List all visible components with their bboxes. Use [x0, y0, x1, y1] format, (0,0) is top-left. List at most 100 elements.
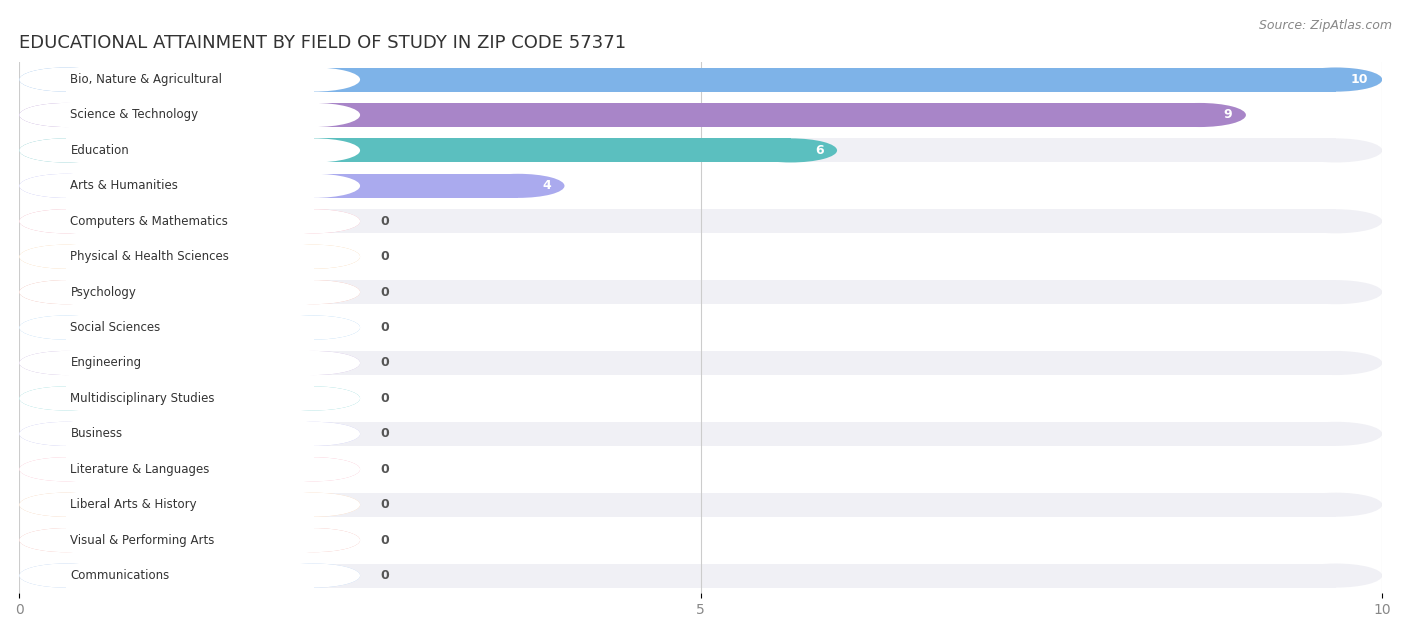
- Circle shape: [267, 386, 360, 410]
- Bar: [66, 351, 314, 375]
- Text: Liberal Arts & History: Liberal Arts & History: [70, 498, 197, 511]
- Circle shape: [20, 138, 112, 162]
- Text: 0: 0: [381, 286, 389, 299]
- Circle shape: [267, 68, 360, 92]
- Bar: [66, 528, 1336, 552]
- Circle shape: [20, 209, 112, 233]
- Circle shape: [267, 174, 360, 198]
- Bar: [66, 280, 314, 304]
- Circle shape: [267, 209, 360, 233]
- Circle shape: [20, 245, 112, 269]
- Bar: [66, 280, 1336, 304]
- Circle shape: [20, 351, 112, 375]
- Text: Visual & Performing Arts: Visual & Performing Arts: [70, 533, 215, 547]
- Circle shape: [20, 422, 112, 446]
- Circle shape: [20, 351, 112, 375]
- Circle shape: [20, 422, 112, 446]
- Text: 0: 0: [381, 498, 389, 511]
- Circle shape: [267, 315, 360, 339]
- Circle shape: [20, 351, 112, 375]
- Circle shape: [1153, 103, 1246, 127]
- Circle shape: [20, 564, 112, 588]
- Text: Education: Education: [70, 144, 129, 157]
- Bar: [66, 422, 314, 446]
- Circle shape: [1289, 564, 1382, 588]
- Text: Literature & Languages: Literature & Languages: [70, 463, 209, 476]
- Bar: [66, 493, 1336, 517]
- Circle shape: [267, 528, 360, 552]
- Text: 0: 0: [381, 250, 389, 263]
- Text: EDUCATIONAL ATTAINMENT BY FIELD OF STUDY IN ZIP CODE 57371: EDUCATIONAL ATTAINMENT BY FIELD OF STUDY…: [20, 34, 627, 52]
- Circle shape: [1289, 422, 1382, 446]
- Bar: [66, 103, 314, 127]
- Circle shape: [20, 280, 112, 304]
- Circle shape: [20, 138, 112, 162]
- Circle shape: [20, 103, 112, 127]
- Bar: [66, 457, 1336, 482]
- Circle shape: [267, 422, 360, 446]
- Circle shape: [20, 315, 112, 339]
- Circle shape: [267, 564, 360, 588]
- Circle shape: [267, 138, 360, 162]
- Circle shape: [1289, 209, 1382, 233]
- Circle shape: [20, 103, 112, 127]
- Circle shape: [20, 493, 112, 517]
- Text: 0: 0: [381, 427, 389, 441]
- Bar: [66, 457, 314, 482]
- Circle shape: [267, 351, 360, 375]
- Circle shape: [20, 422, 112, 446]
- Circle shape: [267, 209, 360, 233]
- Text: Arts & Humanities: Arts & Humanities: [70, 179, 179, 192]
- Text: Bio, Nature & Agricultural: Bio, Nature & Agricultural: [70, 73, 222, 86]
- Circle shape: [20, 386, 112, 410]
- Circle shape: [20, 457, 112, 482]
- Circle shape: [267, 386, 360, 410]
- Circle shape: [20, 68, 112, 92]
- Text: 0: 0: [381, 569, 389, 582]
- Text: Psychology: Psychology: [70, 286, 136, 299]
- Circle shape: [1289, 174, 1382, 198]
- Circle shape: [267, 280, 360, 304]
- Bar: [66, 493, 314, 517]
- Bar: [66, 174, 1336, 198]
- Circle shape: [20, 280, 112, 304]
- Bar: [66, 457, 314, 482]
- Circle shape: [267, 245, 360, 269]
- Circle shape: [267, 280, 360, 304]
- Circle shape: [20, 457, 112, 482]
- Bar: [66, 68, 1336, 92]
- Circle shape: [20, 245, 112, 269]
- Bar: [66, 528, 314, 552]
- Circle shape: [20, 245, 112, 269]
- Circle shape: [20, 315, 112, 339]
- Text: Social Sciences: Social Sciences: [70, 321, 160, 334]
- Bar: [66, 564, 1336, 588]
- Text: Science & Technology: Science & Technology: [70, 109, 198, 121]
- Bar: [66, 138, 314, 162]
- Bar: [66, 528, 314, 552]
- Circle shape: [1289, 68, 1382, 92]
- Text: 0: 0: [381, 321, 389, 334]
- Text: Business: Business: [70, 427, 122, 441]
- Bar: [66, 386, 1336, 410]
- Text: 9: 9: [1223, 109, 1232, 121]
- Bar: [66, 422, 1336, 446]
- Circle shape: [267, 245, 360, 269]
- Text: Computers & Mathematics: Computers & Mathematics: [70, 215, 228, 228]
- Circle shape: [472, 174, 564, 198]
- Bar: [66, 493, 314, 517]
- Bar: [66, 351, 1336, 375]
- Circle shape: [267, 457, 360, 482]
- Bar: [66, 386, 314, 410]
- Text: Physical & Health Sciences: Physical & Health Sciences: [70, 250, 229, 263]
- Text: Source: ZipAtlas.com: Source: ZipAtlas.com: [1258, 19, 1392, 32]
- Circle shape: [267, 103, 360, 127]
- Text: Multidisciplinary Studies: Multidisciplinary Studies: [70, 392, 215, 405]
- Text: 0: 0: [381, 463, 389, 476]
- Bar: [66, 209, 314, 233]
- Bar: [66, 315, 1336, 339]
- Circle shape: [20, 209, 112, 233]
- Text: 0: 0: [381, 533, 389, 547]
- Circle shape: [20, 174, 112, 198]
- Circle shape: [267, 564, 360, 588]
